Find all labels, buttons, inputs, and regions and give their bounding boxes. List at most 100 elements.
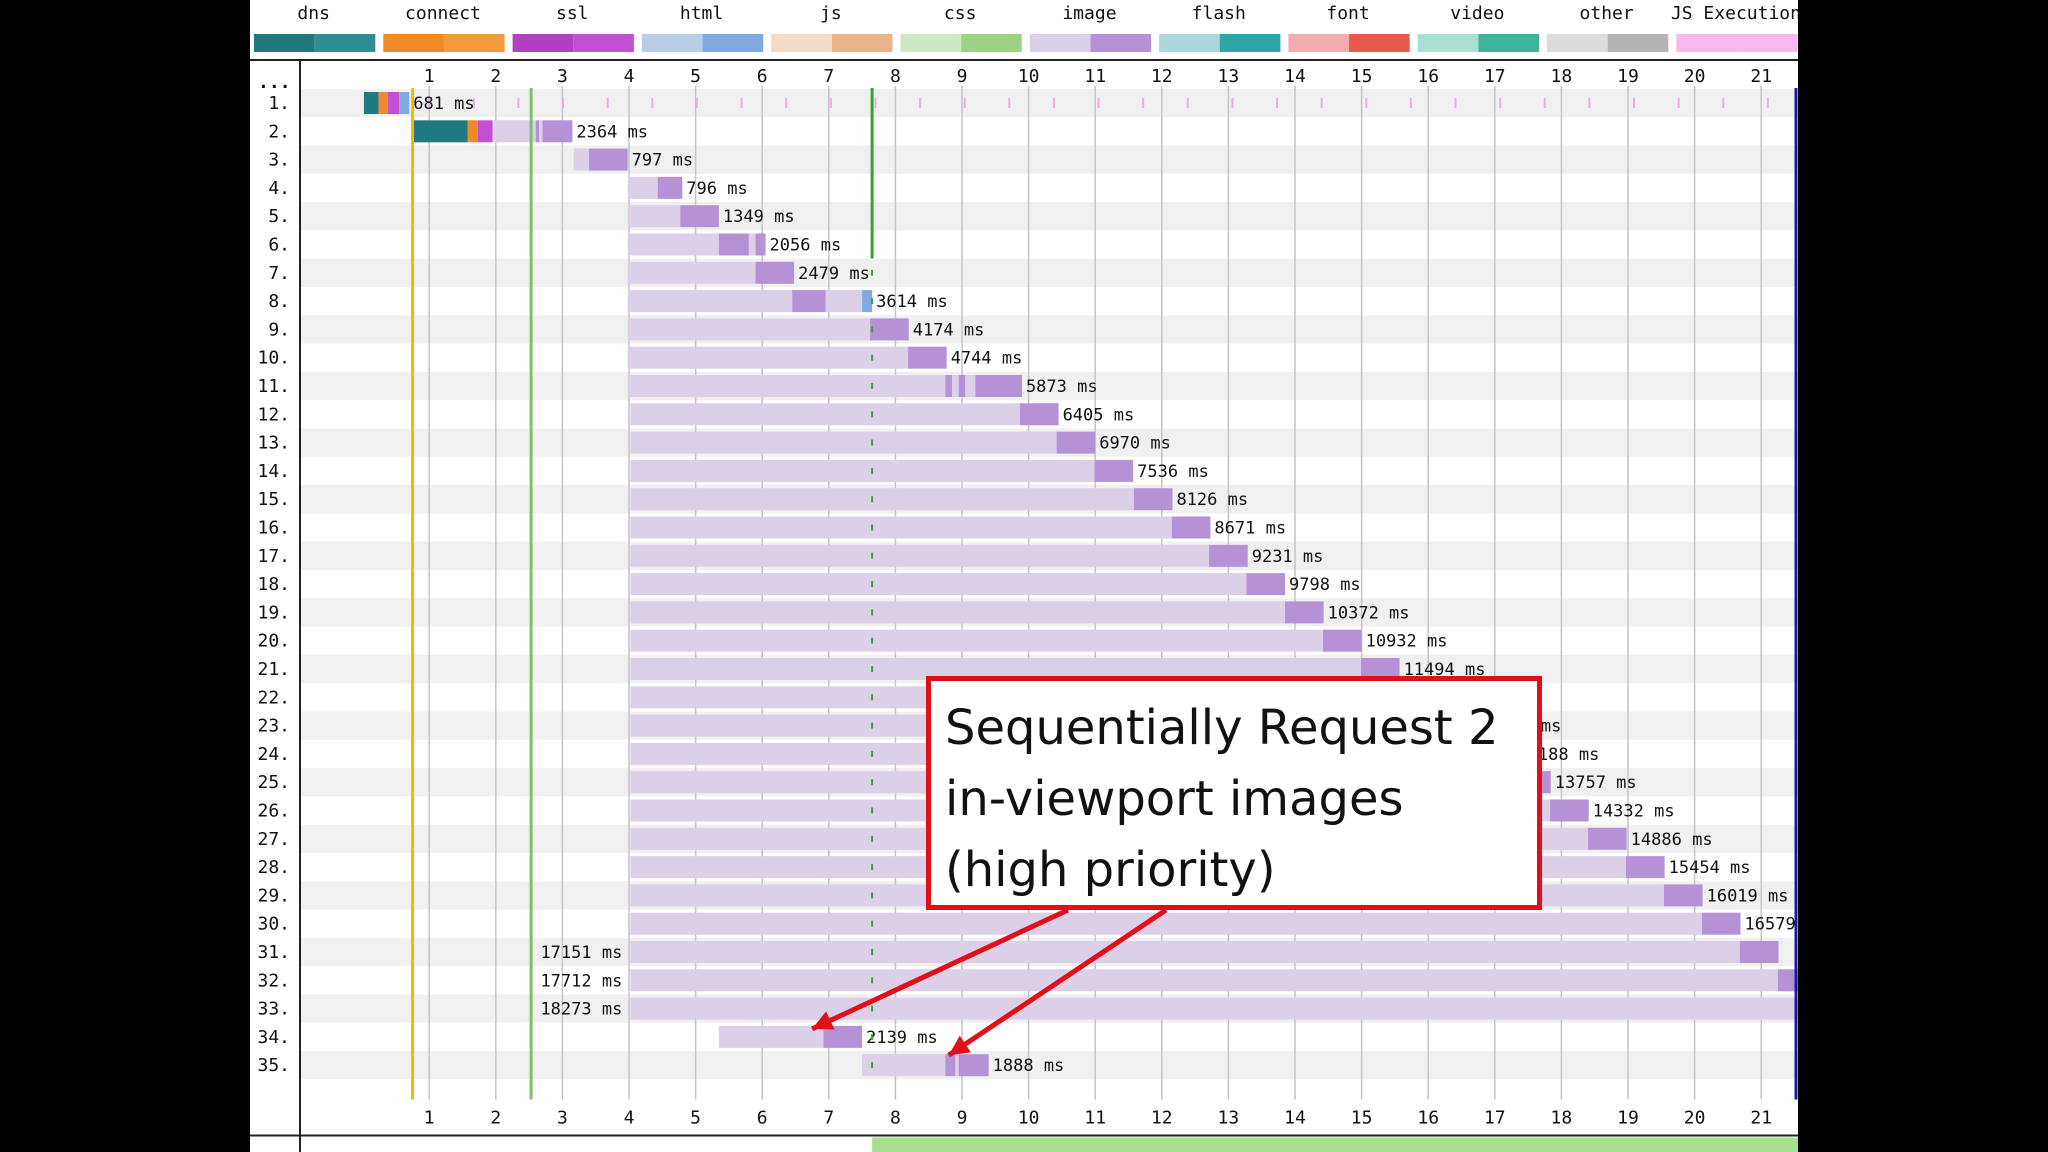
request-bar-34-seg-0 — [718, 1025, 824, 1048]
x-tick-top-20: 20 — [1684, 66, 1706, 87]
x-tick-bottom-6: 6 — [757, 1108, 768, 1129]
row-label-20: 20. — [257, 631, 290, 652]
request-bar-16-seg-1 — [1171, 516, 1211, 539]
row-label-28: 28. — [257, 857, 290, 878]
annotation-arrow-1 — [811, 907, 1070, 1032]
request-bar-32-seg-0 — [630, 969, 1778, 992]
request-duration-19: 10372 ms — [1328, 603, 1410, 623]
request-bar-7-seg-0 — [627, 261, 756, 284]
legend-label-font: font — [1326, 3, 1369, 24]
request-bar-1-seg-0 — [363, 92, 379, 114]
row-label-23: 23. — [257, 716, 290, 737]
request-bar-2-seg-3 — [492, 120, 536, 143]
x-tick-top-5: 5 — [690, 66, 701, 87]
legend-label-connect: connect — [405, 3, 481, 24]
request-duration-28: 15454 ms — [1669, 858, 1751, 878]
row-label-11: 11. — [257, 376, 290, 397]
request-bar-27-seg-1 — [1588, 827, 1627, 850]
request-bar-11-seg-0 — [627, 375, 946, 397]
row-label-7: 7. — [268, 263, 290, 284]
request-bar-8-seg-3 — [862, 290, 873, 313]
request-bar-18-seg-0 — [630, 573, 1247, 596]
legend-label-ssl: ssl — [556, 3, 589, 24]
request-bar-32-seg-1 — [1777, 969, 1798, 992]
request-bar-17-seg-0 — [630, 544, 1210, 567]
request-duration-16: 8671 ms — [1214, 519, 1286, 539]
request-duration-1: 681 ms — [413, 94, 474, 114]
legend-swatch-11-a — [1676, 34, 1737, 52]
legend-swatch-1-a — [383, 34, 444, 52]
x-tick-top-9: 9 — [957, 66, 968, 87]
x-tick-bottom-14: 14 — [1284, 1108, 1306, 1129]
legend-swatch-0-a — [254, 34, 315, 52]
legend-swatch-8-a — [1288, 34, 1350, 52]
request-duration-14: 7536 ms — [1137, 462, 1209, 482]
request-bar-29-seg-1 — [1663, 884, 1703, 907]
row-stripe-9 — [301, 315, 1798, 344]
row-label-24: 24. — [257, 744, 290, 765]
waterfall-chart: dns connect ssl html js css image flash font vide… — [250, 0, 1798, 1152]
request-bar-11-seg-4 — [965, 375, 976, 397]
x-tick-top-1: 1 — [424, 66, 435, 87]
request-duration-8: 3614 ms — [876, 292, 948, 312]
legend-label-css: css — [944, 3, 977, 24]
row-ellipsis: ... — [258, 72, 291, 93]
x-tick-bottom-7: 7 — [823, 1108, 834, 1129]
request-bar-19-seg-1 — [1285, 601, 1324, 624]
x-tick-bottom-13: 13 — [1218, 1108, 1240, 1129]
request-bar-13-seg-0 — [630, 431, 1057, 454]
request-bar-2-seg-2 — [477, 120, 493, 143]
x-tick-bottom-2: 2 — [490, 1108, 501, 1129]
request-bar-26-seg-1 — [1550, 799, 1589, 822]
row-label-35: 35. — [257, 1055, 290, 1076]
row-stripe-35 — [301, 1051, 1798, 1080]
legend-swatch-4-a — [771, 34, 832, 52]
request-bar-8-seg-1 — [792, 290, 826, 313]
row-label-26: 26. — [257, 801, 290, 822]
request-bar-11-seg-2 — [952, 375, 959, 397]
request-bar-14-seg-1 — [1094, 459, 1134, 482]
x-tick-bottom-18: 18 — [1551, 1108, 1573, 1129]
request-bar-12-seg-1 — [1019, 403, 1059, 426]
row-label-4: 4. — [268, 178, 290, 199]
request-bar-18-seg-1 — [1246, 573, 1286, 596]
request-duration-20: 10932 ms — [1366, 632, 1448, 652]
request-bar-6-seg-0 — [627, 233, 719, 256]
x-tick-bottom-11: 11 — [1084, 1108, 1106, 1129]
request-bar-4-seg-0 — [627, 176, 658, 199]
legend-swatch-3-b — [702, 34, 764, 52]
progress-strip — [872, 1137, 1798, 1152]
request-duration-27: 14886 ms — [1631, 830, 1713, 850]
x-tick-top-11: 11 — [1084, 66, 1106, 87]
row-label-21: 21. — [257, 659, 290, 680]
x-tick-top-10: 10 — [1018, 66, 1040, 87]
waterfall-svg: dns connect ssl html js css image flash font vide… — [250, 3, 1798, 1152]
request-bar-17-seg-1 — [1209, 544, 1248, 567]
request-bar-4-seg-1 — [657, 176, 683, 199]
legend-swatch-9-a — [1417, 34, 1479, 52]
request-bar-15-seg-1 — [1133, 488, 1173, 511]
request-bar-11-seg-1 — [945, 375, 953, 397]
request-duration-33: 18273 ms — [540, 1000, 622, 1020]
request-duration-4: 796 ms — [686, 179, 747, 199]
request-bar-8-seg-2 — [825, 290, 863, 313]
request-bar-6-seg-3 — [755, 233, 766, 256]
request-bar-10-seg-0 — [627, 346, 909, 369]
annotation-line-1: Sequentially Request 2 — [945, 700, 1499, 756]
request-bar-10-seg-1 — [908, 346, 947, 369]
request-duration-29: 16019 ms — [1707, 886, 1789, 906]
request-duration-34: 2139 ms — [866, 1028, 938, 1048]
row-label-6: 6. — [268, 235, 290, 256]
legend-label-js-execution: JS Execution — [1671, 3, 1798, 24]
legend-swatch-10-a — [1547, 34, 1608, 52]
request-bar-2-seg-4 — [535, 120, 540, 143]
request-duration-12: 6405 ms — [1063, 405, 1135, 425]
row-label-19: 19. — [257, 602, 290, 623]
row-label-22: 22. — [257, 687, 290, 708]
request-bar-8-seg-0 — [627, 290, 793, 313]
legend-label-image: image — [1062, 3, 1116, 24]
legend-swatch-6-a — [1029, 34, 1091, 52]
request-bar-3-seg-1 — [589, 148, 628, 171]
legend-swatch-10-b — [1607, 34, 1669, 52]
row-label-13: 13. — [257, 433, 290, 454]
